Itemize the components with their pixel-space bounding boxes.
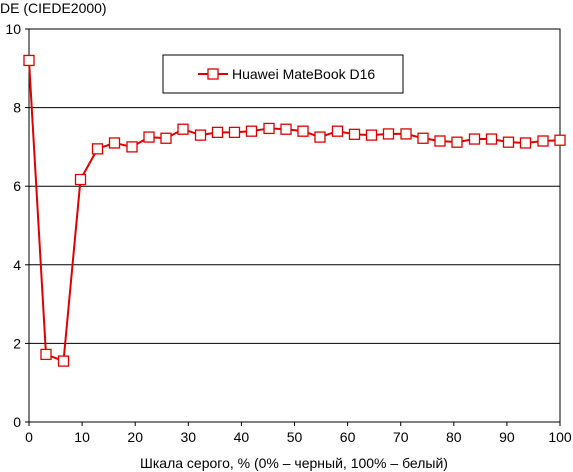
x-tick-label: 60: [340, 429, 356, 445]
data-point: [23, 54, 35, 67]
data-point: [263, 122, 275, 135]
data-point: [280, 123, 292, 135]
data-point: [57, 355, 70, 367]
data-point: [297, 125, 309, 137]
data-point: [502, 136, 515, 148]
data-point: [245, 125, 258, 137]
y-tick-label: 4: [13, 257, 21, 273]
x-tick-label: 0: [25, 429, 33, 445]
x-tick-label: 80: [446, 429, 462, 445]
legend: Huawei MateBook D16: [162, 54, 404, 94]
x-tick-label: 20: [127, 429, 143, 445]
data-point: [126, 141, 138, 153]
data-point: [417, 132, 429, 144]
x-tick-label: 10: [74, 429, 90, 445]
y-tick-label: 6: [13, 178, 21, 194]
x-tick-label: 40: [234, 429, 250, 445]
series-group: [23, 54, 566, 367]
y-axis-ticks: 0 2 4 6 8 10: [5, 21, 29, 430]
data-point: [331, 125, 344, 137]
data-point: [537, 135, 549, 147]
legend-box: [162, 54, 404, 94]
data-point: [382, 128, 395, 140]
data-point: [554, 134, 566, 146]
x-tick-label: 30: [181, 429, 197, 445]
data-point: [434, 135, 446, 147]
x-tick-label: 50: [287, 429, 303, 445]
data-point: [519, 137, 532, 149]
y-axis-label: DE (CIEDE2000): [0, 0, 107, 16]
data-point: [177, 123, 189, 135]
x-tick-label: 70: [393, 429, 409, 445]
legend-label: Huawei MateBook D16: [232, 66, 375, 82]
data-point: [194, 129, 207, 141]
y-tick-label: 10: [5, 21, 21, 37]
legend-marker-swatch: [207, 68, 219, 80]
data-point: [365, 129, 378, 141]
grid-lines: [29, 107, 560, 344]
data-point: [40, 348, 52, 361]
x-axis-ticks: 0 10 20 30 40 50 60 70 80 90 100: [25, 422, 572, 445]
data-point: [211, 126, 224, 139]
data-point: [91, 143, 104, 155]
x-axis-label: Шкала серого, % (0% – черный, 100% – бел…: [140, 455, 448, 471]
y-tick-label: 8: [13, 100, 21, 116]
plot-background: [29, 29, 560, 422]
data-point: [468, 133, 481, 145]
x-tick-label: 90: [499, 429, 515, 445]
y-tick-label: 2: [13, 335, 21, 351]
x-tick-label: 100: [548, 429, 572, 445]
data-point: [74, 173, 87, 186]
data-point: [314, 131, 326, 143]
data-point: [485, 133, 498, 145]
y-tick-label: 0: [13, 414, 21, 430]
data-point: [228, 126, 241, 139]
data-point: [400, 128, 412, 140]
data-point: [108, 137, 121, 149]
data-point: [143, 131, 155, 143]
data-point: [160, 132, 172, 144]
data-point: [451, 136, 463, 148]
data-point: [348, 128, 361, 140]
